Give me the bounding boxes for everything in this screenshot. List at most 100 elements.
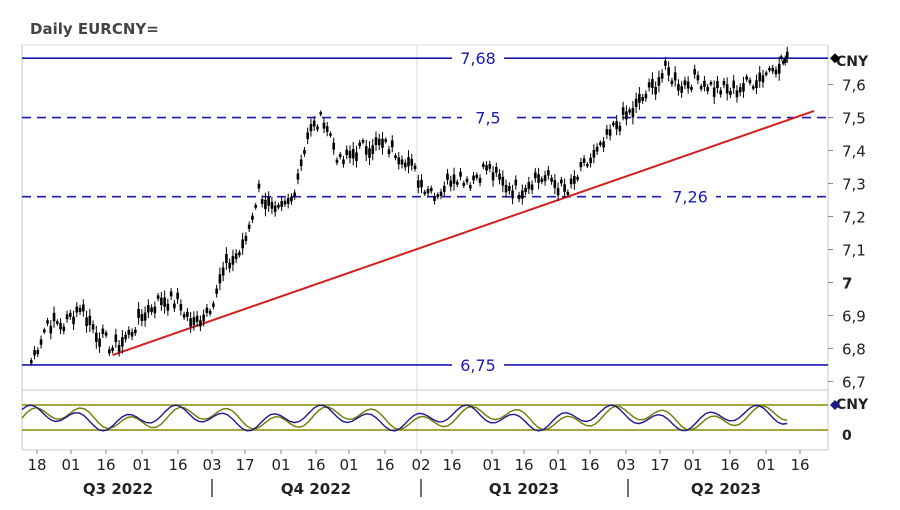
- candle-body: [270, 201, 274, 209]
- candle-body: [748, 79, 752, 84]
- level-label-bg: [452, 48, 504, 69]
- candle-body: [400, 159, 404, 165]
- x-tick-label: 16: [442, 456, 461, 474]
- candle-body: [368, 148, 371, 158]
- candle-body: [605, 129, 609, 135]
- candle-body: [244, 235, 248, 241]
- candle-body: [608, 129, 612, 136]
- candle-body: [589, 157, 592, 164]
- y-tick-label: 6,7: [842, 373, 866, 391]
- x-tick-label: 16: [580, 456, 599, 474]
- x-tick-label: 01: [683, 456, 702, 474]
- x-tick-label: 01: [756, 456, 775, 474]
- candle-body: [49, 325, 53, 334]
- osc-line-slow: [21, 405, 788, 431]
- candle-body: [498, 173, 501, 180]
- candle-body: [254, 204, 257, 208]
- candle-body: [599, 142, 602, 146]
- candle-body: [482, 163, 485, 168]
- candle-body: [488, 164, 492, 169]
- candle-body: [338, 154, 342, 158]
- candle-body: [173, 303, 176, 309]
- candle-body: [260, 199, 264, 204]
- candle-body: [290, 196, 293, 202]
- candle-body: [264, 199, 267, 210]
- candle-body: [540, 178, 544, 182]
- candle-body: [410, 158, 414, 166]
- candle-body: [42, 329, 46, 333]
- candle-body: [186, 311, 189, 318]
- candle-body: [277, 204, 280, 208]
- candle-body: [686, 81, 690, 89]
- candle-body: [322, 122, 326, 129]
- candle-body: [745, 76, 749, 80]
- candle-body: [566, 191, 570, 196]
- candle-body: [693, 68, 696, 75]
- candle-body: [779, 56, 783, 59]
- candle-body: [72, 316, 75, 325]
- candle-body: [582, 158, 586, 163]
- candle-body: [657, 77, 661, 86]
- candle-body: [783, 58, 787, 63]
- candle-body: [670, 80, 674, 85]
- candle-body: [312, 120, 316, 127]
- candle-body: [621, 107, 625, 115]
- candle-body: [680, 86, 683, 93]
- candle-body: [420, 179, 423, 188]
- level-label: 6,75: [460, 356, 496, 375]
- candle-body: [416, 180, 420, 188]
- candle-body: [390, 140, 394, 148]
- candle-body: [169, 291, 173, 297]
- level-label: 7,5: [475, 109, 500, 128]
- candle-body: [134, 329, 137, 334]
- candle-body: [293, 192, 296, 197]
- candle-body: [602, 141, 605, 148]
- candle-body: [127, 329, 131, 335]
- quarter-label: Q1 2023: [489, 480, 559, 498]
- quarter-label: Q4 2022: [281, 480, 351, 498]
- candle-body: [491, 172, 495, 181]
- candle-body: [147, 304, 150, 313]
- candle-body: [758, 72, 762, 82]
- candle-body: [225, 253, 228, 263]
- candle-body: [755, 80, 758, 89]
- candle-body: [387, 149, 391, 155]
- candle-body: [521, 190, 524, 199]
- candle-body: [247, 224, 251, 229]
- candle-body: [771, 67, 775, 72]
- candle-body: [163, 297, 166, 307]
- candle-body: [615, 121, 618, 130]
- candle-body: [449, 180, 453, 187]
- osc-zero-label: 0: [842, 428, 852, 444]
- candle-body: [273, 205, 277, 212]
- candle-body: [267, 197, 270, 206]
- candle-body: [364, 146, 368, 155]
- candle-body: [52, 312, 56, 322]
- candle-body: [462, 182, 466, 186]
- candle-body: [504, 185, 508, 193]
- candle-body: [618, 125, 622, 132]
- candle-body: [722, 81, 726, 86]
- candle-body: [725, 84, 729, 94]
- candle-body: [56, 321, 59, 324]
- candle-body: [413, 165, 417, 170]
- candle-body: [628, 109, 631, 113]
- candle-body: [530, 184, 534, 191]
- candle-body: [166, 303, 170, 311]
- candle-body: [111, 347, 114, 352]
- y-tick-label: 7,4: [842, 143, 866, 161]
- x-tick-label: 01: [271, 456, 290, 474]
- candle-body: [579, 161, 583, 168]
- candle-body: [478, 178, 482, 183]
- level-label-bg: [462, 107, 514, 128]
- candle-body: [719, 90, 722, 95]
- candle-body: [65, 314, 69, 320]
- quarter-label: Q3 2022: [83, 480, 153, 498]
- candle-body: [768, 67, 771, 71]
- candle-body: [716, 81, 719, 89]
- candle-body: [309, 124, 313, 132]
- candle-body: [280, 201, 283, 207]
- candle-body: [332, 142, 336, 150]
